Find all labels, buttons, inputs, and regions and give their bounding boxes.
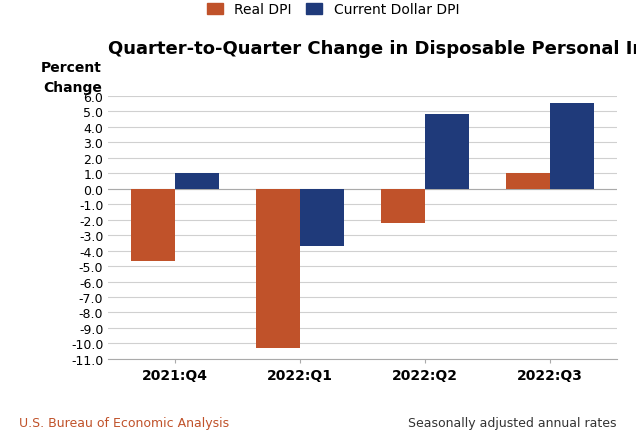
Text: Quarter-to-Quarter Change in Disposable Personal Income: Quarter-to-Quarter Change in Disposable … [108, 39, 636, 57]
Text: U.S. Bureau of Economic Analysis: U.S. Bureau of Economic Analysis [19, 416, 229, 429]
Bar [175, 173, 219, 189]
Bar [506, 173, 550, 189]
Bar [300, 189, 344, 246]
Text: Change: Change [43, 81, 102, 95]
Bar [381, 189, 425, 223]
Bar [256, 189, 300, 348]
Bar [550, 104, 594, 189]
Text: Seasonally adjusted annual rates: Seasonally adjusted annual rates [408, 416, 617, 429]
Legend: Real DPI, Current Dollar DPI: Real DPI, Current Dollar DPI [207, 4, 459, 18]
Bar [425, 115, 469, 189]
Text: Percent: Percent [41, 61, 102, 75]
Bar [131, 189, 175, 262]
